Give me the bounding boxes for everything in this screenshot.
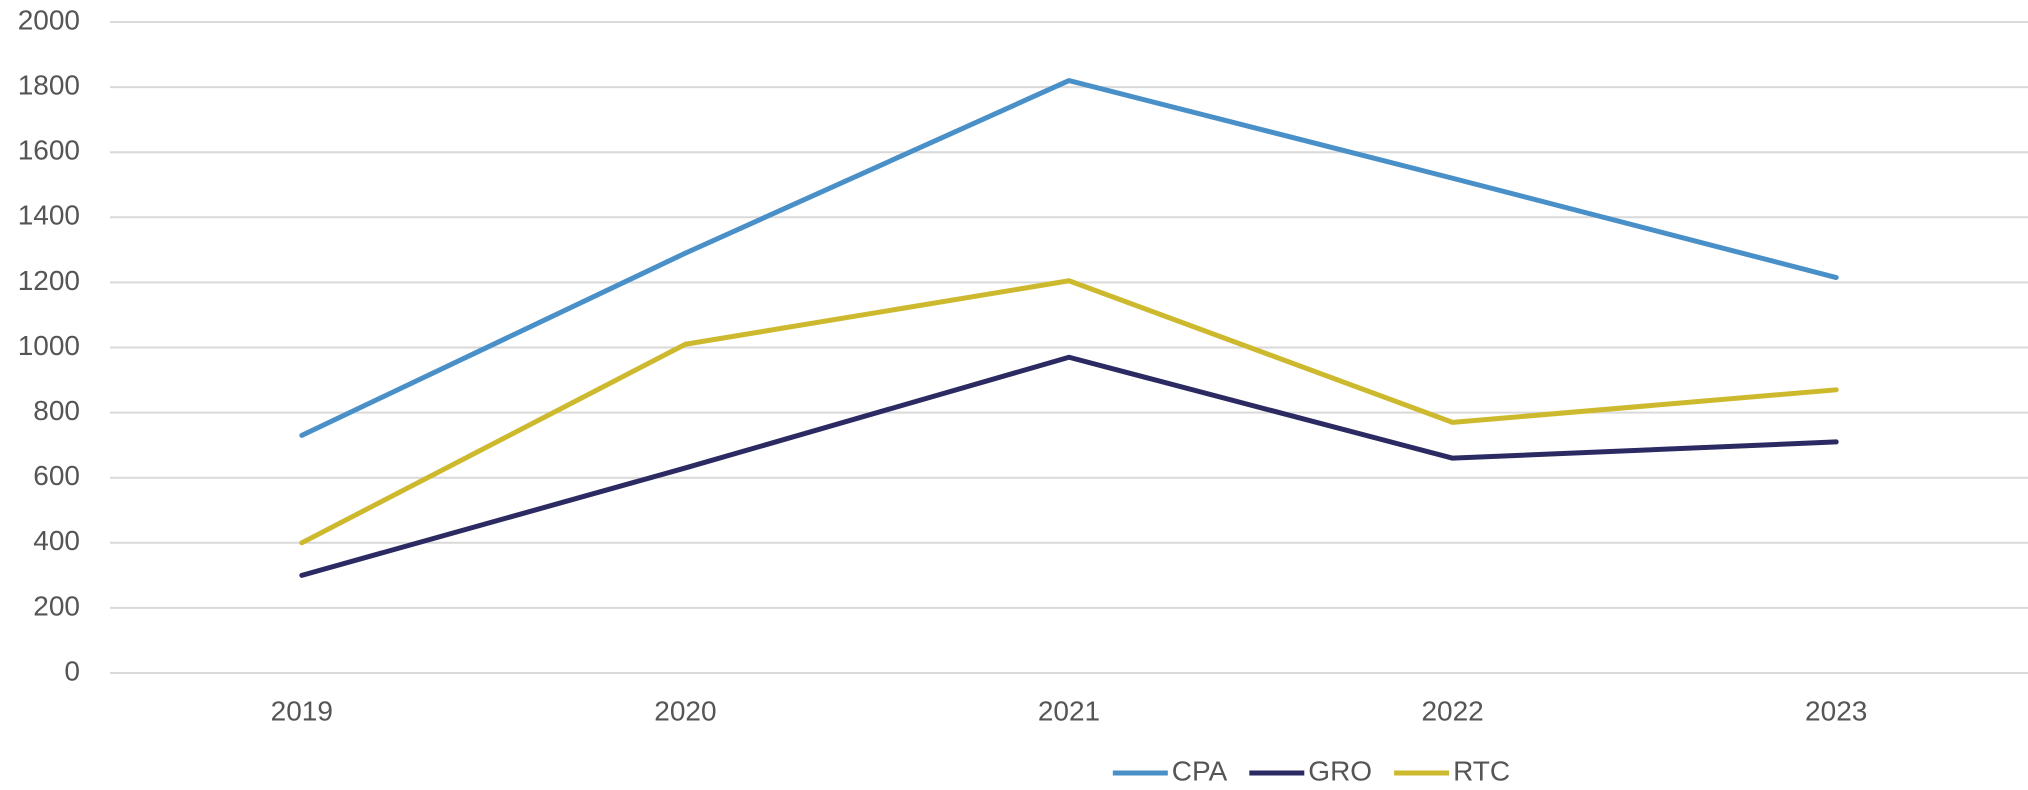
legend-label: RTC — [1453, 755, 1510, 786]
series-line — [299, 278, 1839, 546]
y-tick-label: 400 — [33, 525, 80, 556]
series-line — [299, 354, 1839, 578]
y-tick-label: 0 — [64, 655, 80, 686]
legend-label: CPA — [1172, 755, 1228, 786]
x-tick-label: 2022 — [1421, 695, 1483, 726]
legend-label: GRO — [1308, 755, 1372, 786]
y-tick-label: 1800 — [18, 69, 80, 100]
x-tick-label: 2021 — [1038, 695, 1100, 726]
y-tick-label: 600 — [33, 460, 80, 491]
y-tick-label: 1600 — [18, 135, 80, 166]
x-tick-label: 2020 — [654, 695, 716, 726]
y-tick-label: 2000 — [18, 4, 80, 35]
y-tick-label: 1200 — [18, 265, 80, 296]
x-tick-label: 2023 — [1805, 695, 1867, 726]
series-line — [299, 78, 1839, 438]
x-tick-label: 2019 — [271, 695, 333, 726]
y-tick-label: 1400 — [18, 200, 80, 231]
y-tick-label: 1000 — [18, 330, 80, 361]
y-tick-label: 200 — [33, 590, 80, 621]
y-tick-label: 800 — [33, 395, 80, 426]
